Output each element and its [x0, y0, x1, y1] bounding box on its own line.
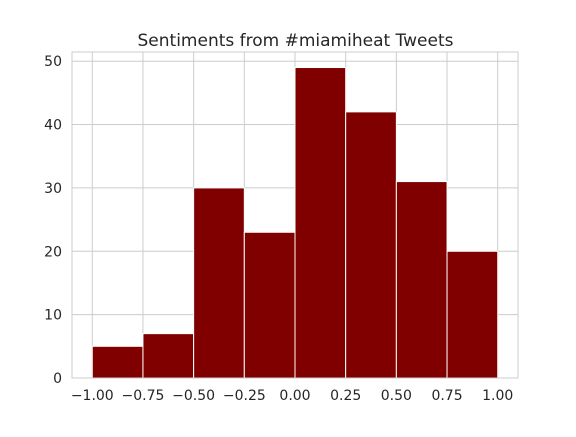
y-tick-label-2: 20 — [44, 244, 62, 260]
y-axis-ticks: 0 10 20 30 40 50 — [44, 54, 62, 387]
chart-title: Sentiments from #miamiheat Tweets — [138, 31, 454, 51]
x-tick-label-2: −0.50 — [172, 388, 215, 404]
y-tick-label-1: 10 — [44, 308, 62, 324]
y-tick-label-4: 40 — [44, 118, 62, 134]
x-tick-label-3: −0.25 — [223, 388, 266, 404]
x-tick-label-4: 0.00 — [279, 388, 310, 404]
x-axis-ticks: −1.00 −0.75 −0.50 −0.25 0.00 0.25 0.50 0.75 1.00 — [71, 388, 513, 404]
histogram-bar-4 — [294, 67, 347, 379]
x-tick-label-5: 0.25 — [330, 388, 361, 404]
histogram-bar-3 — [243, 231, 296, 379]
x-tick-label-7: 0.75 — [431, 388, 462, 404]
histogram-bar-5 — [345, 111, 397, 379]
x-tick-label-1: −0.75 — [122, 388, 165, 404]
x-tick-label-6: 0.50 — [381, 388, 412, 404]
plot-frame — [71, 51, 519, 379]
x-tick-label-0: −1.00 — [71, 388, 114, 404]
bar-layer — [91, 67, 499, 379]
histogram-bar-2 — [193, 187, 245, 379]
histogram-bar-7 — [446, 250, 499, 379]
histogram-bar-1 — [142, 333, 195, 379]
y-tick-label-5: 50 — [44, 54, 62, 70]
y-tick-label-0: 0 — [53, 371, 62, 387]
x-tick-label-8: 1.00 — [482, 388, 513, 404]
y-tick-label-3: 30 — [44, 181, 62, 197]
histogram-bar-6 — [395, 181, 448, 379]
histogram-bar-0 — [91, 345, 144, 379]
spine-layer — [71, 51, 519, 379]
